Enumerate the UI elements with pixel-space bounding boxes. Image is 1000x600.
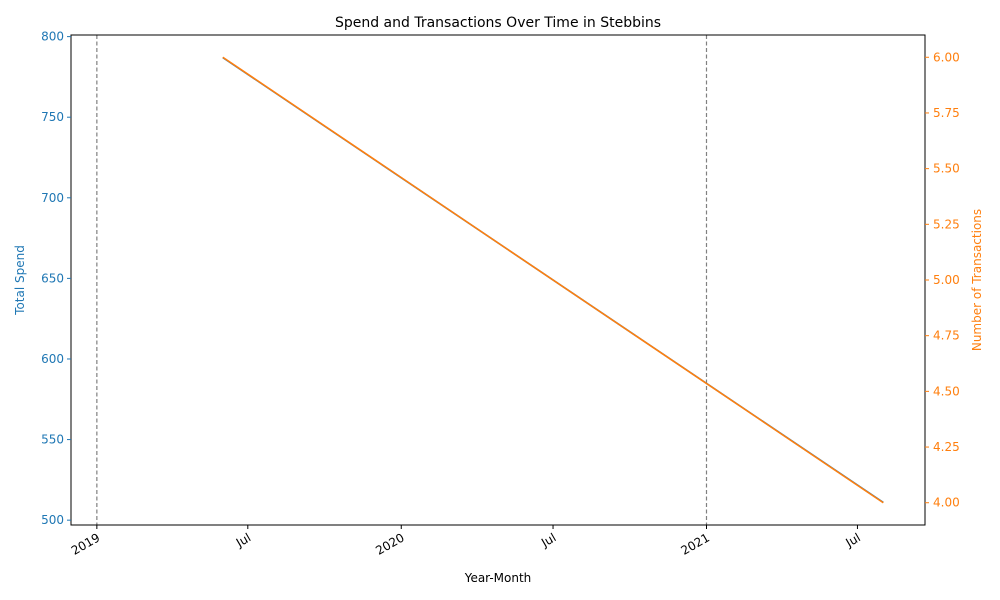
x-tick-label: 2019: [69, 530, 102, 557]
right-tick-label: 6.00: [933, 50, 960, 64]
chart-title: Spend and Transactions Over Time in Steb…: [335, 15, 661, 31]
left-axis: 500 550 600 650 700 750 800: [41, 30, 71, 527]
right-tick-label: 5.50: [933, 162, 960, 176]
x-axis: 2019 Jul 2020 Jul 2021 Jul: [69, 525, 863, 558]
x-tick-label: Jul: [233, 530, 253, 550]
x-tick-label: Jul: [538, 530, 558, 550]
right-tick-label: 5.25: [933, 217, 960, 231]
y-axis-label-left: Total Spend: [13, 245, 27, 316]
right-tick-label: 4.50: [933, 384, 960, 398]
right-tick-label: 5.00: [933, 273, 960, 287]
left-tick-label: 750: [41, 110, 64, 124]
right-tick-label: 4.75: [933, 329, 960, 343]
left-tick-label: 650: [41, 271, 64, 285]
series-layer: [222, 56, 884, 504]
right-tick-label: 4.25: [933, 440, 960, 454]
x-tick-label: Jul: [843, 530, 863, 550]
left-tick-label: 800: [41, 30, 64, 44]
series-line-right: [222, 56, 884, 504]
x-tick-label: 2021: [679, 530, 712, 557]
plot-frame: [70, 34, 926, 526]
y-axis-label-right: Number of Transactions: [970, 209, 984, 351]
right-tick-label: 4.00: [933, 496, 960, 510]
right-axis: 4.00 4.25 4.50 4.75 5.00 5.25 5.50 5.75 6.00: [925, 50, 960, 510]
left-tick-label: 550: [41, 433, 64, 447]
x-axis-label: Year-Month: [464, 571, 532, 585]
right-tick-label: 5.75: [933, 106, 960, 120]
x-tick-label: 2020: [373, 530, 406, 557]
left-tick-label: 500: [41, 513, 64, 527]
vlines-layer: [96, 35, 708, 525]
left-tick-label: 600: [41, 352, 64, 366]
left-tick-label: 700: [41, 191, 64, 205]
